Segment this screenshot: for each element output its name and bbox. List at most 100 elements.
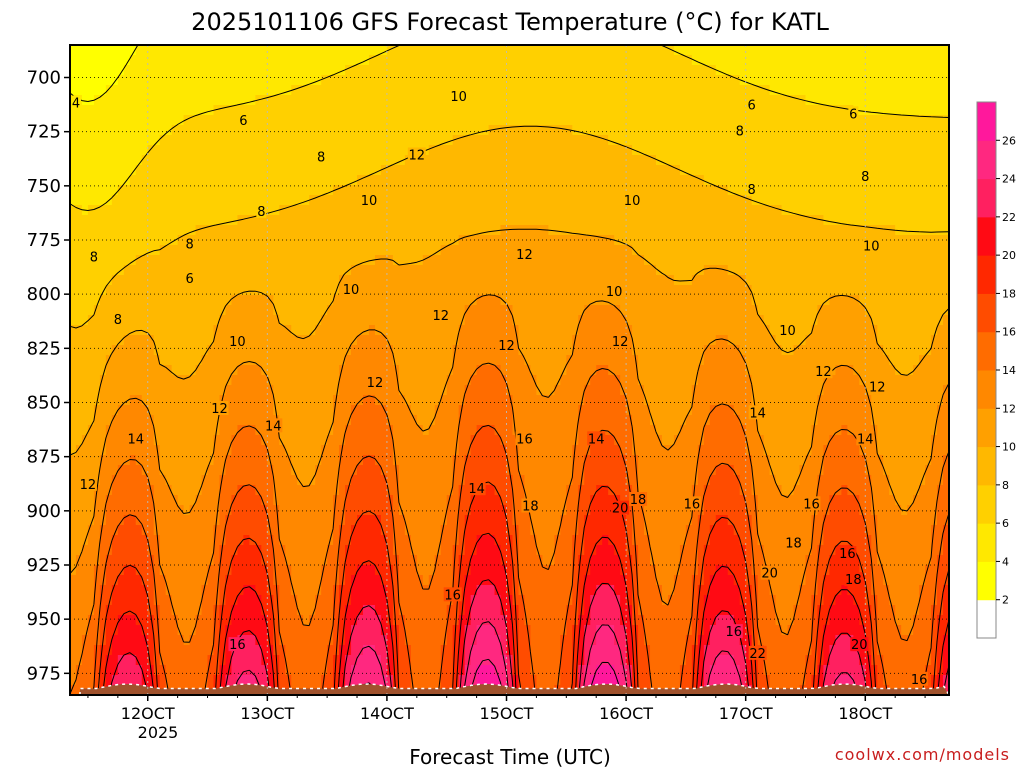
field-cell [578, 375, 585, 386]
field-cell [476, 85, 484, 96]
field-cell [614, 265, 621, 276]
field-cell [363, 215, 370, 226]
field-cell [656, 285, 663, 296]
field-cell [75, 175, 83, 186]
field-cell [673, 285, 681, 296]
field-cell [494, 275, 502, 286]
field-cell [937, 205, 944, 216]
field-cell [943, 295, 950, 306]
field-cell [129, 105, 137, 116]
field-cell [590, 245, 597, 256]
field-cell [769, 125, 777, 136]
field-cell [805, 225, 813, 236]
field-cell [889, 55, 896, 66]
field-cell [476, 325, 484, 336]
field-cell [363, 145, 370, 156]
field-cell [357, 365, 364, 376]
field-cell [291, 325, 298, 336]
field-cell [219, 135, 227, 146]
field-cell [889, 255, 896, 266]
field-cell [889, 295, 896, 306]
field-cell [590, 95, 597, 106]
field-cell [117, 75, 125, 86]
field-cell [213, 305, 221, 316]
field-cell [530, 65, 538, 76]
field-cell [165, 135, 173, 146]
field-cell [691, 115, 699, 126]
field-cell [291, 335, 298, 346]
field-cell [99, 165, 107, 176]
field-cell [847, 375, 854, 386]
field-cell [404, 185, 412, 196]
field-cell [273, 145, 280, 156]
field-cell [345, 155, 352, 166]
field-cell [524, 65, 532, 76]
field-cell [368, 305, 376, 316]
field-cell [261, 225, 268, 236]
field-cell [596, 345, 603, 356]
field-cell [769, 145, 777, 156]
field-cell [566, 55, 573, 66]
field-cell [721, 145, 729, 156]
field-cell [775, 345, 783, 356]
field-cell [847, 265, 854, 276]
field-cell [931, 345, 938, 356]
field-cell [410, 295, 418, 306]
field-cell [464, 225, 472, 236]
field-cell [87, 275, 95, 286]
field-cell [572, 375, 579, 386]
field-cell [661, 155, 669, 166]
field-cell [476, 215, 484, 226]
field-cell [667, 75, 675, 86]
field-cell [87, 225, 95, 236]
field-cell [548, 355, 555, 366]
field-cell [99, 255, 107, 266]
field-cell [518, 85, 526, 96]
field-cell [931, 295, 938, 306]
field-cell [805, 265, 813, 276]
field-cell [273, 195, 280, 206]
field-cell [925, 45, 932, 56]
field-cell [285, 45, 292, 56]
field-cell [895, 205, 902, 216]
field-cell [440, 65, 448, 76]
field-cell [117, 275, 125, 286]
field-cell [494, 325, 502, 336]
field-cell [315, 305, 322, 316]
field-cell [261, 175, 268, 186]
field-cell [153, 295, 161, 306]
field-cell [829, 175, 836, 186]
field-cell [889, 185, 896, 196]
field-cell [554, 145, 561, 156]
field-cell [811, 165, 819, 176]
field-cell [321, 115, 328, 126]
field-cell [578, 275, 585, 286]
field-cell [309, 255, 316, 266]
field-cell [805, 325, 813, 336]
field-cell [691, 155, 699, 166]
field-cell [943, 265, 950, 276]
field-cell [482, 125, 490, 136]
field-cell [159, 55, 167, 66]
field-cell [817, 235, 825, 246]
field-cell [542, 145, 549, 156]
field-cell [560, 45, 567, 56]
field-cell [829, 95, 836, 106]
field-cell [536, 65, 543, 76]
field-cell [506, 235, 514, 246]
field-cell [584, 195, 591, 206]
field-cell [189, 155, 197, 166]
field-cell [727, 115, 735, 126]
field-cell [751, 225, 759, 236]
field-cell [817, 165, 825, 176]
field-cell [877, 335, 884, 346]
field-cell [357, 105, 364, 116]
field-cell [476, 65, 484, 76]
field-cell [530, 125, 538, 136]
field-cell [440, 55, 448, 66]
field-cell [392, 175, 400, 186]
field-cell [345, 205, 352, 216]
field-cell [357, 65, 364, 76]
field-cell [315, 95, 322, 106]
field-cell [129, 335, 137, 346]
